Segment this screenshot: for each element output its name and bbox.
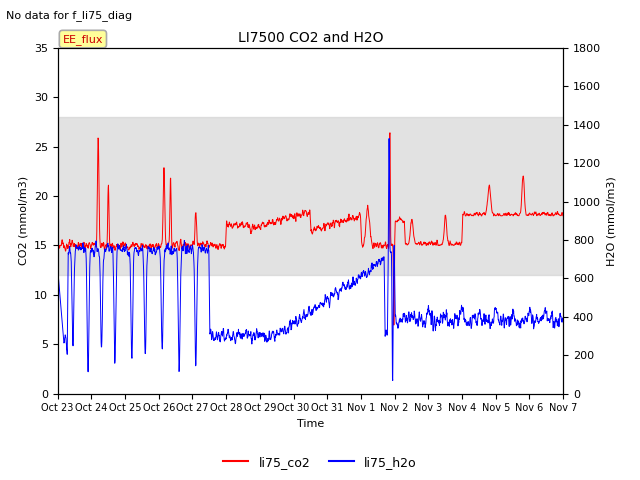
- Text: EE_flux: EE_flux: [63, 34, 103, 45]
- Y-axis label: H2O (mmol/m3): H2O (mmol/m3): [607, 176, 616, 265]
- Legend: li75_co2, li75_h2o: li75_co2, li75_h2o: [218, 451, 422, 474]
- Text: No data for f_li75_diag: No data for f_li75_diag: [6, 10, 132, 21]
- X-axis label: Time: Time: [297, 419, 324, 429]
- Y-axis label: CO2 (mmol/m3): CO2 (mmol/m3): [18, 176, 28, 265]
- Title: LI7500 CO2 and H2O: LI7500 CO2 and H2O: [237, 32, 383, 46]
- Bar: [58, 117, 563, 275]
